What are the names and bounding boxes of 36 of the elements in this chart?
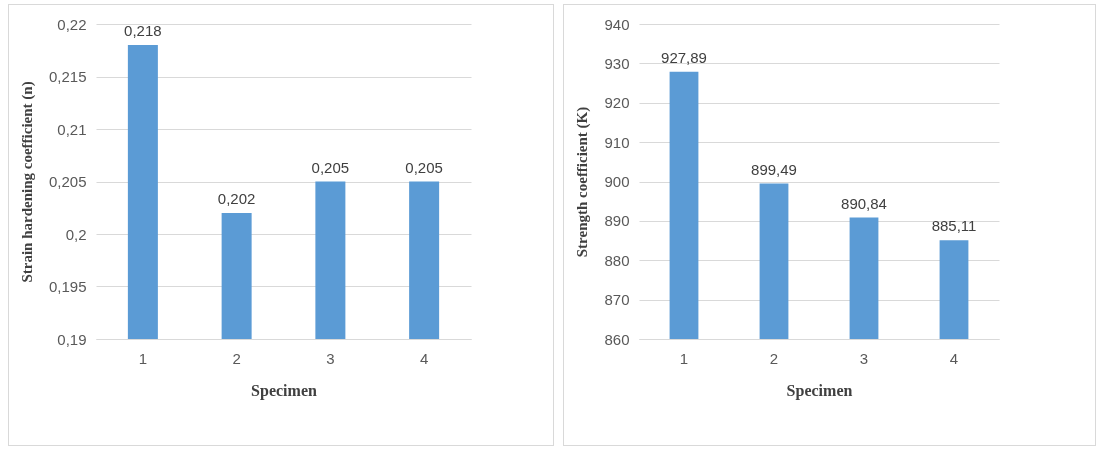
x-tick-label: 3 xyxy=(859,349,869,367)
data-label: 890,84 xyxy=(841,194,887,212)
y-tick-label: 0,21 xyxy=(57,120,87,138)
y-axis-title: Strength coefficient (K) xyxy=(574,106,592,258)
x-axis-title: Specimen xyxy=(786,381,853,400)
x-axis-title: Specimen xyxy=(251,381,317,400)
x-tick-label: 4 xyxy=(419,349,429,367)
y-tick-label: 910 xyxy=(604,133,630,151)
y-tick-label: 860 xyxy=(604,330,630,348)
y-tick-label: 920 xyxy=(604,94,630,112)
y-tick-label: 930 xyxy=(604,54,630,72)
y-tick-label: 900 xyxy=(604,173,630,190)
x-tick-label: 2 xyxy=(769,349,779,367)
data-label: 927,89 xyxy=(661,48,707,66)
x-tick-label: 2 xyxy=(232,349,241,367)
y-tick-label: 880 xyxy=(604,251,630,269)
x-tick-label: 1 xyxy=(679,349,689,367)
x-tick-label: 3 xyxy=(326,349,335,367)
y-tick-label: 940 xyxy=(604,15,630,33)
y-tick-label: 0,215 xyxy=(48,68,87,85)
y-axis-title: Strain hardening coefficient (n) xyxy=(18,81,36,283)
y-tick-label: 890 xyxy=(604,212,630,230)
data-label: 0,218 xyxy=(124,22,162,39)
x-tick-label: 4 xyxy=(949,349,959,367)
y-tick-label: 0,195 xyxy=(48,278,87,295)
y-tick-label: 0,205 xyxy=(48,173,87,190)
data-label: 0,205 xyxy=(311,158,350,176)
data-label: 0,202 xyxy=(217,190,256,207)
y-tick-label: 0,22 xyxy=(57,15,87,33)
x-tick-label: 1 xyxy=(138,349,148,367)
y-tick-label: 0,19 xyxy=(57,330,87,348)
y-tick-label: 870 xyxy=(604,291,630,309)
data-label: 0,205 xyxy=(405,158,443,176)
y-tick-label: 0,2 xyxy=(65,225,87,243)
data-label: 885,11 xyxy=(931,217,977,235)
data-label: 899,49 xyxy=(751,160,797,178)
